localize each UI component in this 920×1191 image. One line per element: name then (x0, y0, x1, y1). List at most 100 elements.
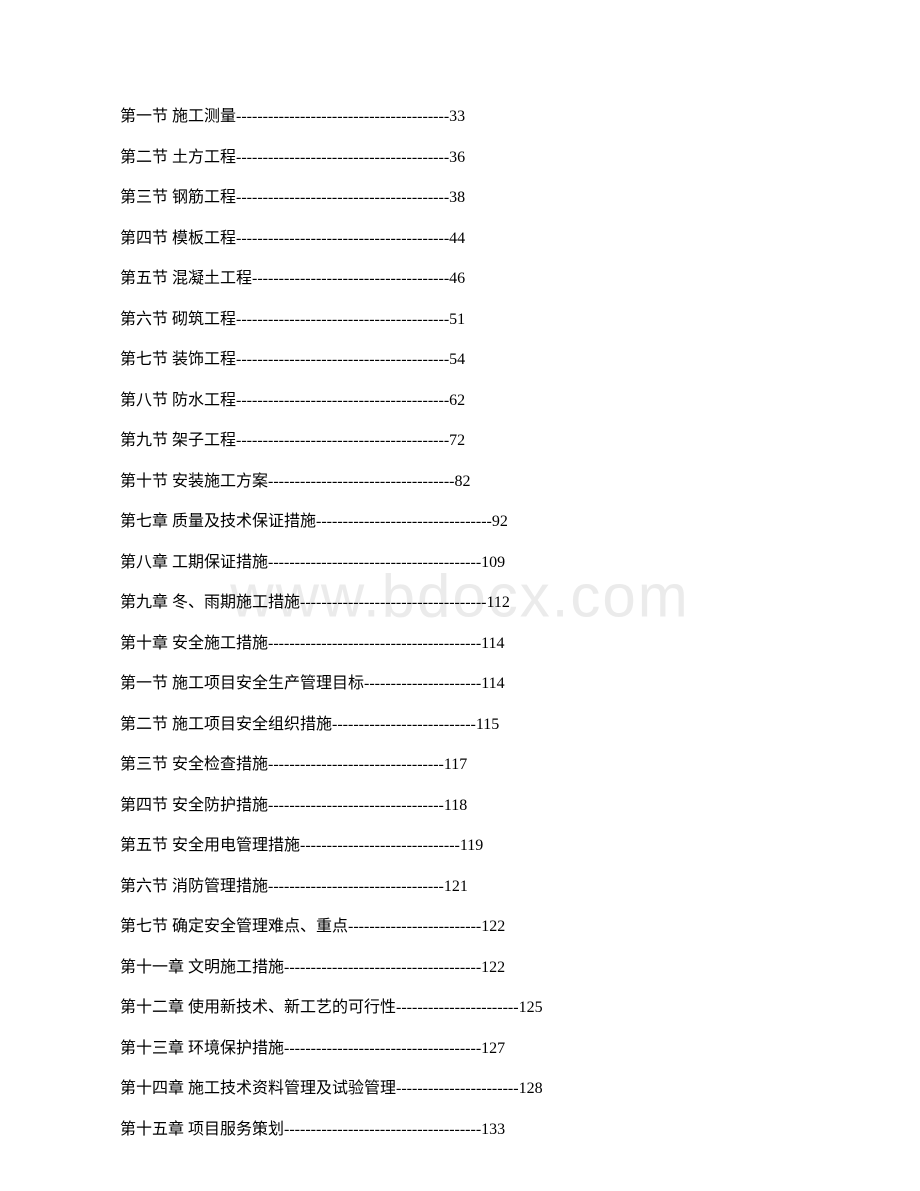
toc-label: 第十节 安装施工方案 (120, 470, 268, 494)
toc-item: 第二节 土方工程--------------------------------… (120, 146, 800, 170)
toc-label: 第五节 混凝土工程 (120, 267, 252, 291)
toc-dashes: --------------------------------- (268, 753, 444, 777)
toc-page-number: 46 (449, 267, 465, 291)
toc-dashes: ---------------------------------------- (236, 186, 449, 210)
toc-dashes: ------------------------------ (300, 834, 460, 858)
toc-item: 第五节 混凝土工程-------------------------------… (120, 267, 800, 291)
toc-dashes: ---------------------------------------- (268, 632, 481, 656)
toc-dashes: --------------------------------- (316, 510, 492, 534)
toc-item: 第二节 施工项目安全组织措施--------------------------… (120, 713, 800, 737)
table-of-contents: 第一节 施工测量--------------------------------… (120, 105, 800, 1142)
toc-label: 第六节 消防管理措施 (120, 875, 268, 899)
toc-dashes: ---------------------------------------- (236, 227, 449, 251)
toc-page-number: 128 (519, 1077, 543, 1101)
toc-label: 第十四章 施工技术资料管理及试验管理 (120, 1077, 396, 1101)
toc-item: 第十节 安装施工方案------------------------------… (120, 470, 800, 494)
toc-page-number: 121 (444, 875, 468, 899)
toc-label: 第三节 钢筋工程 (120, 186, 236, 210)
toc-page-number: 54 (449, 348, 465, 372)
toc-label: 第十二章 使用新技术、新工艺的可行性 (120, 996, 396, 1020)
toc-item: 第八节 防水工程--------------------------------… (120, 389, 800, 413)
toc-item: 第一节 施工项目安全生产管理目标----------------------11… (120, 672, 800, 696)
toc-dashes: ----------------------- (396, 996, 519, 1020)
toc-page-number: 114 (481, 672, 504, 696)
toc-label: 第九节 架子工程 (120, 429, 236, 453)
toc-dashes: ---------------------------------------- (236, 348, 449, 372)
toc-label: 第八节 防水工程 (120, 389, 236, 413)
toc-dashes: --------------------------------- (268, 875, 444, 899)
toc-page-number: 51 (449, 308, 465, 332)
toc-dashes: ------------------------- (348, 915, 481, 939)
toc-page-number: 122 (481, 915, 505, 939)
toc-item: 第四节 安全防护措施------------------------------… (120, 794, 800, 818)
toc-dashes: ---------------------------------------- (236, 308, 449, 332)
toc-page-number: 125 (519, 996, 543, 1020)
toc-page-number: 109 (481, 551, 505, 575)
toc-dashes: ---------------------------------------- (236, 146, 449, 170)
toc-page-number: 127 (481, 1037, 505, 1061)
toc-page-number: 114 (481, 632, 504, 656)
toc-page-number: 92 (492, 510, 508, 534)
toc-label: 第五节 安全用电管理措施 (120, 834, 300, 858)
toc-dashes: ---------------------------------------- (236, 389, 449, 413)
toc-page-number: 33 (449, 105, 465, 129)
toc-label: 第九章 冬、雨期施工措施 (120, 591, 300, 615)
toc-label: 第十五章 项目服务策划 (120, 1118, 284, 1142)
toc-dashes: --------------------------- (332, 713, 476, 737)
toc-label: 第二节 施工项目安全组织措施 (120, 713, 332, 737)
toc-label: 第四节 安全防护措施 (120, 794, 268, 818)
toc-page-number: 62 (449, 389, 465, 413)
toc-dashes: --------------------------------- (268, 794, 444, 818)
toc-page-number: 44 (449, 227, 465, 251)
toc-item: 第四节 模板工程--------------------------------… (120, 227, 800, 251)
toc-item: 第十五章 项目服务策划-----------------------------… (120, 1118, 800, 1142)
toc-page-number: 133 (481, 1118, 505, 1142)
toc-label: 第十三章 环境保护措施 (120, 1037, 284, 1061)
toc-page-number: 118 (444, 794, 467, 818)
toc-item: 第八章 工期保证措施------------------------------… (120, 551, 800, 575)
toc-dashes: ----------------------- (396, 1077, 519, 1101)
toc-label: 第二节 土方工程 (120, 146, 236, 170)
toc-item: 第七节 装饰工程--------------------------------… (120, 348, 800, 372)
toc-page-number: 119 (460, 834, 483, 858)
toc-item: 第三节 安全检查措施------------------------------… (120, 753, 800, 777)
toc-label: 第七章 质量及技术保证措施 (120, 510, 316, 534)
toc-dashes: ------------------------------------- (284, 1037, 481, 1061)
toc-label: 第十章 安全施工措施 (120, 632, 268, 656)
toc-page-number: 72 (449, 429, 465, 453)
toc-label: 第十一章 文明施工措施 (120, 956, 284, 980)
toc-label: 第四节 模板工程 (120, 227, 236, 251)
toc-page-number: 117 (444, 753, 467, 777)
toc-item: 第九章 冬、雨期施工措施----------------------------… (120, 591, 800, 615)
toc-page-number: 122 (481, 956, 505, 980)
toc-label: 第三节 安全检查措施 (120, 753, 268, 777)
toc-page-number: 115 (476, 713, 499, 737)
toc-page-number: 36 (449, 146, 465, 170)
toc-label: 第七节 确定安全管理难点、重点 (120, 915, 348, 939)
toc-item: 第十章 安全施工措施------------------------------… (120, 632, 800, 656)
toc-dashes: ------------------------------------- (252, 267, 449, 291)
toc-item: 第十四章 施工技术资料管理及试验管理----------------------… (120, 1077, 800, 1101)
toc-dashes: ---------------------- (364, 672, 481, 696)
toc-dashes: ---------------------------------------- (236, 105, 449, 129)
toc-item: 第十三章 环境保护措施-----------------------------… (120, 1037, 800, 1061)
toc-item: 第七章 质量及技术保证措施---------------------------… (120, 510, 800, 534)
toc-item: 第七节 确定安全管理难点、重点-------------------------… (120, 915, 800, 939)
toc-label: 第七节 装饰工程 (120, 348, 236, 372)
toc-item: 第六节 砌筑工程--------------------------------… (120, 308, 800, 332)
toc-item: 第十一章 文明施工措施-----------------------------… (120, 956, 800, 980)
toc-dashes: ----------------------------------- (268, 470, 454, 494)
toc-item: 第六节 消防管理措施------------------------------… (120, 875, 800, 899)
toc-item: 第五节 安全用电管理措施----------------------------… (120, 834, 800, 858)
toc-item: 第三节 钢筋工程--------------------------------… (120, 186, 800, 210)
toc-dashes: ------------------------------------- (284, 956, 481, 980)
toc-label: 第六节 砌筑工程 (120, 308, 236, 332)
toc-label: 第一节 施工项目安全生产管理目标 (120, 672, 364, 696)
toc-dashes: ---------------------------------------- (268, 551, 481, 575)
toc-page-number: 112 (487, 591, 510, 615)
toc-label: 第八章 工期保证措施 (120, 551, 268, 575)
toc-item: 第九节 架子工程--------------------------------… (120, 429, 800, 453)
toc-dashes: ---------------------------------------- (236, 429, 449, 453)
toc-page-number: 82 (455, 470, 471, 494)
toc-item: 第一节 施工测量--------------------------------… (120, 105, 800, 129)
